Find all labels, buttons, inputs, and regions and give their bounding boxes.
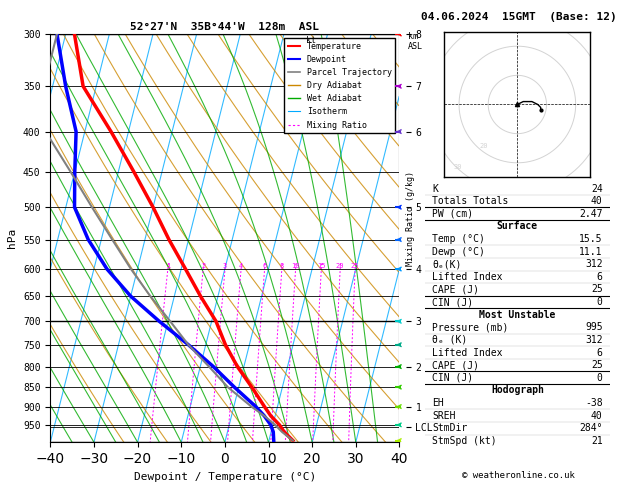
Text: 25: 25 [351,263,359,269]
Text: PW (cm): PW (cm) [432,209,473,219]
Text: 995: 995 [585,322,603,332]
Text: -38: -38 [585,398,603,408]
Text: 8: 8 [280,263,284,269]
Text: 0: 0 [597,297,603,307]
Text: 2: 2 [201,263,205,269]
Legend: Temperature, Dewpoint, Parcel Trajectory, Dry Adiabat, Wet Adiabat, Isotherm, Mi: Temperature, Dewpoint, Parcel Trajectory… [284,38,395,133]
Text: Totals Totals: Totals Totals [432,196,508,206]
Text: Most Unstable: Most Unstable [479,310,555,320]
Text: Dewp (°C): Dewp (°C) [432,246,485,257]
Text: 20: 20 [336,263,345,269]
Text: CIN (J): CIN (J) [432,297,473,307]
Text: 15.5: 15.5 [579,234,603,244]
Text: 25: 25 [591,360,603,370]
Text: 6: 6 [597,272,603,282]
Text: 6: 6 [597,347,603,358]
Text: 40: 40 [591,196,603,206]
Text: 10: 10 [291,263,300,269]
Text: 04.06.2024  15GMT  (Base: 12): 04.06.2024 15GMT (Base: 12) [421,12,617,22]
Text: EH: EH [432,398,443,408]
Text: 1: 1 [165,263,170,269]
Text: CAPE (J): CAPE (J) [432,360,479,370]
X-axis label: Dewpoint / Temperature (°C): Dewpoint / Temperature (°C) [134,471,316,482]
Text: StmSpd (kt): StmSpd (kt) [432,436,497,446]
Title: 52°27'N  35B°44'W  128m  ASL: 52°27'N 35B°44'W 128m ASL [130,22,320,32]
Text: K: K [432,184,438,193]
Text: Surface: Surface [497,222,538,231]
Text: 3: 3 [223,263,227,269]
Y-axis label: hPa: hPa [8,228,18,248]
Text: 20: 20 [479,143,488,149]
Text: 11.1: 11.1 [579,246,603,257]
Text: θₑ (K): θₑ (K) [432,335,467,345]
Text: CAPE (J): CAPE (J) [432,284,479,295]
Text: km
ASL: km ASL [408,32,423,51]
Text: 4: 4 [239,263,243,269]
Text: 2.47: 2.47 [579,209,603,219]
Text: SREH: SREH [432,411,455,420]
Text: 312: 312 [585,335,603,345]
Text: 15: 15 [317,263,326,269]
Text: 30: 30 [454,164,462,170]
Text: Temp (°C): Temp (°C) [432,234,485,244]
Text: Lifted Index: Lifted Index [432,272,503,282]
Text: 21: 21 [591,436,603,446]
Text: kt: kt [306,36,316,45]
Text: Lifted Index: Lifted Index [432,347,503,358]
Text: 0: 0 [597,373,603,383]
Text: Hodograph: Hodograph [491,385,544,396]
Text: © weatheronline.co.uk: © weatheronline.co.uk [462,471,576,480]
Text: StmDir: StmDir [432,423,467,433]
Text: 40: 40 [591,411,603,420]
Text: Mixing Ratio (g/kg): Mixing Ratio (g/kg) [406,171,415,266]
Text: 24: 24 [591,184,603,193]
Text: CIN (J): CIN (J) [432,373,473,383]
Text: θₑ(K): θₑ(K) [432,259,462,269]
Text: 312: 312 [585,259,603,269]
Text: 284°: 284° [579,423,603,433]
Text: Pressure (mb): Pressure (mb) [432,322,508,332]
Text: 6: 6 [262,263,267,269]
Text: 25: 25 [591,284,603,295]
